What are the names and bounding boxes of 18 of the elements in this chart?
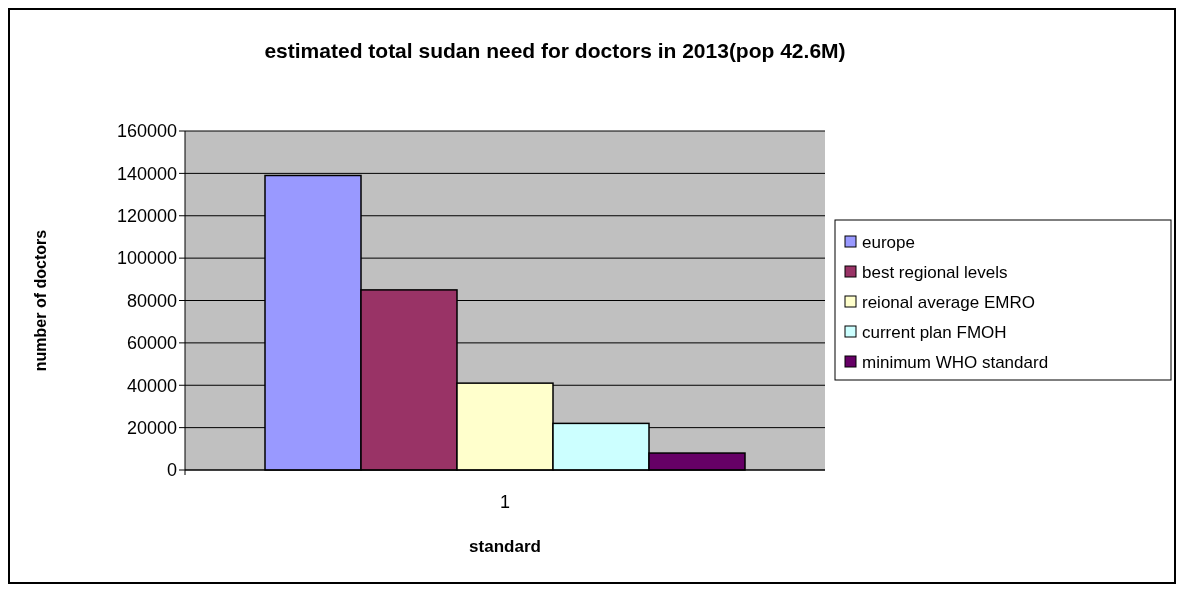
chart-title: estimated total sudan need for doctors in 2013(pop 42.6M) xyxy=(264,39,846,62)
x-axis-title: standard xyxy=(469,537,541,556)
y-tick-label: 20000 xyxy=(126,417,177,438)
y-tick-label: 0 xyxy=(166,460,177,481)
y-tick-label: 100000 xyxy=(116,248,177,269)
y-tick-label: 40000 xyxy=(126,375,177,396)
legend-label: europe xyxy=(862,232,915,252)
legend-label: minimum WHO standard xyxy=(862,352,1049,372)
x-tick-label: 1 xyxy=(499,492,511,512)
y-tick-label: 60000 xyxy=(126,333,177,354)
legend-label: reional average EMRO xyxy=(862,292,1035,312)
y-tick-label: 160000 xyxy=(116,121,177,142)
y-axis-title: number of doctors xyxy=(32,229,49,372)
y-tick-label: 120000 xyxy=(116,206,177,227)
y-tick-label: 80000 xyxy=(126,290,177,311)
legend-label: current plan FMOH xyxy=(862,322,1007,342)
legend-label: best regional levels xyxy=(862,262,1008,282)
y-tick-label: 140000 xyxy=(116,163,177,184)
